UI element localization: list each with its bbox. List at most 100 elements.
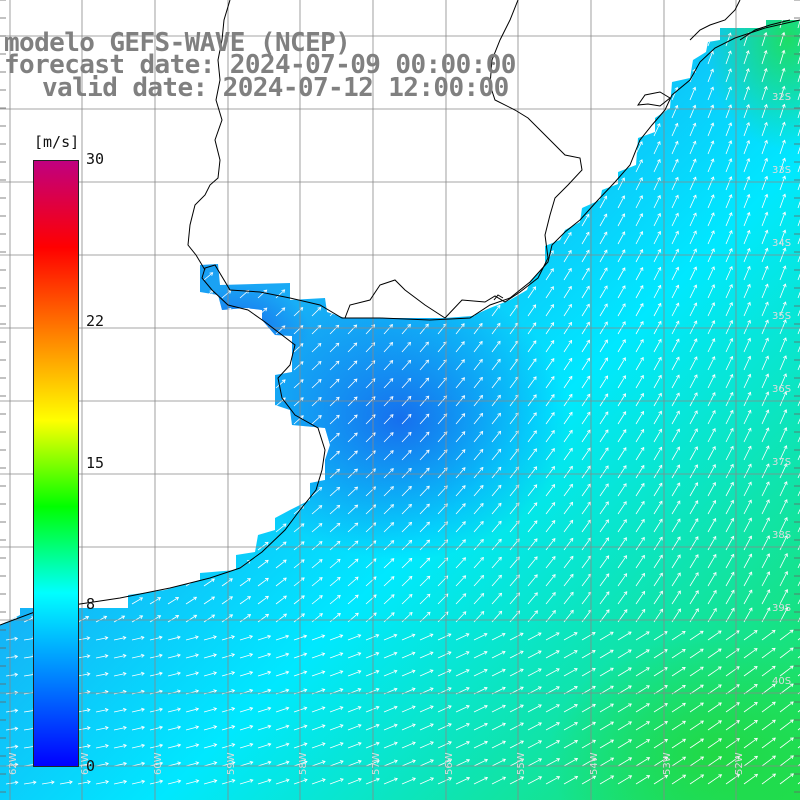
wind-arrow (653, 140, 661, 155)
wind-arrow (311, 487, 323, 497)
wind-arrow (347, 777, 362, 785)
wind-arrow (779, 31, 786, 47)
wind-arrow (203, 542, 215, 551)
wind-arrow (419, 341, 429, 353)
wind-arrow (185, 20, 194, 29)
wind-arrow (329, 594, 341, 605)
wind-arrow (509, 740, 525, 749)
wind-arrow (221, 163, 231, 173)
wind-arrow (347, 594, 359, 605)
wind-arrow (95, 183, 105, 191)
wind-arrow (671, 631, 686, 641)
wind-arrow (491, 20, 499, 29)
wind-arrow (797, 283, 800, 299)
wind-arrow (185, 524, 197, 533)
wind-arrow (293, 289, 304, 299)
wind-arrow (635, 213, 644, 227)
wind-arrow (545, 340, 555, 353)
wind-arrow (617, 555, 627, 569)
wind-arrow (599, 631, 614, 641)
wind-arrow (95, 561, 107, 569)
wind-arrow (581, 105, 589, 119)
wind-arrow (455, 305, 465, 317)
wind-arrow (689, 684, 704, 695)
wind-arrow (329, 706, 344, 713)
wind-arrow (797, 193, 800, 209)
wind-arrow (365, 20, 374, 29)
wind-arrow (437, 179, 446, 191)
wind-arrow (275, 652, 290, 659)
wind-arrow (239, 542, 251, 551)
wind-arrow (185, 362, 196, 371)
wind-arrow (419, 287, 429, 299)
wind-arrow (743, 283, 751, 299)
wind-arrow (725, 499, 734, 515)
wind-arrow (563, 721, 578, 731)
wind-arrow (275, 127, 285, 137)
wind-arrow (257, 109, 267, 119)
wind-arrow (383, 741, 398, 749)
wind-arrow (509, 776, 525, 785)
wind-arrow (672, 0, 677, 10)
wind-arrow (563, 159, 572, 173)
wind-arrow (293, 397, 304, 407)
wind-arrow (167, 200, 177, 209)
wind-arrow (563, 465, 573, 479)
wind-arrow (113, 653, 127, 659)
wind-arrow (743, 755, 758, 767)
wind-arrow (473, 20, 481, 29)
wind-arrow (581, 123, 589, 137)
wind-arrow (653, 212, 661, 227)
wind-arrow (617, 375, 626, 389)
wind-arrow (563, 303, 572, 317)
wind-arrow (329, 108, 338, 119)
wind-arrow (95, 489, 107, 497)
wind-arrow (419, 413, 430, 425)
wind-arrow (347, 396, 358, 407)
wind-arrow (167, 452, 179, 461)
wind-arrow (293, 181, 303, 191)
wind-arrow (761, 32, 768, 47)
wind-arrow (743, 355, 752, 371)
wind-arrow (599, 285, 608, 299)
wind-arrow (131, 381, 142, 389)
wind-arrow (257, 397, 268, 407)
wind-arrow (383, 216, 393, 227)
wind-arrow (689, 122, 697, 137)
wind-arrow (527, 70, 535, 83)
wind-arrow (617, 20, 624, 29)
wind-arrow (329, 288, 339, 299)
wind-arrow (707, 428, 716, 443)
wind-arrow (617, 51, 625, 65)
wind-arrow (671, 720, 686, 731)
wind-arrow (455, 449, 466, 461)
wind-arrow (203, 308, 214, 317)
wind-arrow (635, 284, 644, 299)
wind-arrow (419, 377, 430, 389)
wind-arrow (725, 553, 735, 569)
wind-arrow (383, 468, 394, 479)
wind-arrow (527, 52, 535, 65)
wind-arrow (707, 50, 714, 65)
wind-arrow (149, 344, 160, 353)
wind-arrow (491, 430, 502, 443)
wind-arrow (347, 288, 357, 299)
wind-arrow (797, 175, 800, 191)
wind-arrow (617, 303, 626, 317)
wind-arrow (689, 666, 704, 677)
wind-arrow (473, 160, 482, 173)
wind-arrow (131, 273, 142, 281)
wind-arrow (545, 412, 555, 425)
wind-arrow (401, 557, 413, 569)
wind-arrow (707, 140, 715, 155)
coastline (0, 0, 800, 626)
wind-arrow (635, 123, 643, 137)
wind-arrow (131, 471, 143, 479)
wind-arrow (653, 631, 668, 641)
wind-arrow (671, 68, 679, 83)
wind-arrow (797, 67, 800, 83)
wind-arrow (689, 720, 704, 731)
wind-arrow (113, 363, 124, 371)
wind-arrow (419, 467, 430, 479)
wind-arrow (653, 230, 662, 245)
